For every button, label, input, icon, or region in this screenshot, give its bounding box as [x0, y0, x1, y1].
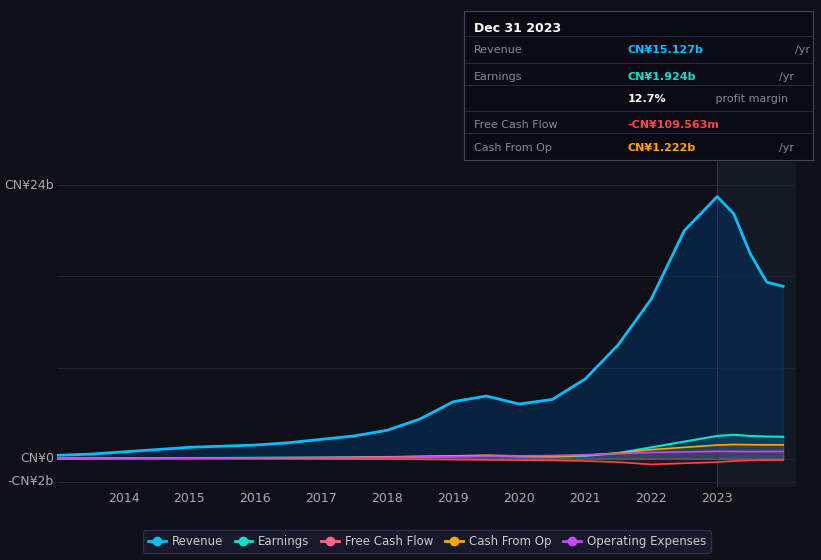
- Bar: [718, 162, 796, 487]
- Text: CN¥24b: CN¥24b: [4, 179, 54, 192]
- Legend: Revenue, Earnings, Free Cash Flow, Cash From Op, Operating Expenses: Revenue, Earnings, Free Cash Flow, Cash …: [143, 530, 711, 553]
- Text: profit margin: profit margin: [712, 94, 787, 104]
- Text: Cash From Op: Cash From Op: [475, 143, 553, 153]
- Text: Revenue: Revenue: [475, 45, 523, 55]
- Text: /yr: /yr: [796, 45, 810, 55]
- Text: Dec 31 2023: Dec 31 2023: [475, 22, 562, 35]
- Text: CN¥0: CN¥0: [20, 452, 54, 465]
- Text: /yr: /yr: [778, 72, 794, 82]
- Text: CN¥15.127b: CN¥15.127b: [628, 45, 704, 55]
- Text: 12.7%: 12.7%: [628, 94, 667, 104]
- Text: CN¥1.222b: CN¥1.222b: [628, 143, 696, 153]
- Text: -CN¥2b: -CN¥2b: [7, 475, 54, 488]
- Text: Free Cash Flow: Free Cash Flow: [475, 119, 558, 129]
- Text: /yr: /yr: [778, 143, 794, 153]
- Text: CN¥1.924b: CN¥1.924b: [628, 72, 696, 82]
- Text: Earnings: Earnings: [475, 72, 523, 82]
- Text: -CN¥109.563m: -CN¥109.563m: [628, 119, 720, 129]
